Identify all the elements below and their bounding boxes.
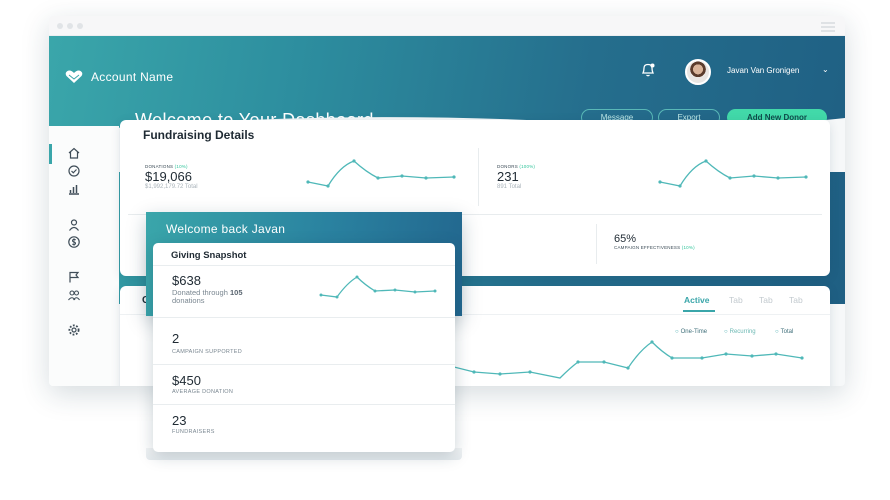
donations-block: DONATIONS (10%) $19,066 $1,992,179.72 To…	[145, 164, 198, 190]
gear-icon[interactable]	[67, 323, 81, 337]
fundraisers-caption: FUNDRAISERS	[172, 429, 215, 435]
legend-total: ○ Total	[775, 329, 794, 335]
home-icon[interactable]	[67, 146, 81, 160]
donors-change: (100%)	[519, 164, 536, 169]
menu-icon[interactable]	[821, 22, 835, 34]
tab-2[interactable]: Tab	[729, 295, 743, 305]
tab-underline	[683, 310, 715, 312]
donors-block: DONORS (100%) 231 891 Total	[497, 164, 535, 190]
brand[interactable]: Account Name	[65, 70, 173, 84]
donations-change: (10%)	[174, 164, 188, 169]
divider	[153, 364, 455, 365]
panel-title: Welcome back Javan	[166, 222, 286, 236]
card-title: Fundraising Details	[143, 128, 255, 142]
flag-icon[interactable]	[67, 270, 81, 284]
donations-total: $1,992,179.72 Total	[145, 184, 198, 190]
donations-value: $19,066	[145, 169, 192, 184]
card-title: C	[142, 295, 149, 306]
welcome-back-panel: Welcome back Javan Giving Snapshot $638 …	[146, 212, 462, 460]
tab-3[interactable]: Tab	[759, 295, 773, 305]
account-name: Account Name	[91, 70, 174, 84]
divider	[128, 214, 822, 215]
user-name[interactable]: Javan Van Gronigen	[727, 66, 800, 75]
bar-chart-icon[interactable]	[67, 182, 81, 196]
bell-icon[interactable]	[640, 62, 656, 78]
donors-value: 231	[497, 169, 519, 184]
fundraisers-value: 23	[172, 413, 187, 428]
sidebar	[49, 126, 119, 386]
divider	[153, 317, 455, 318]
tab-active[interactable]: Active	[684, 295, 710, 305]
divider	[596, 224, 597, 264]
effectiveness-label: CAMPAIGN EFFECTIVENESS	[614, 245, 681, 250]
giving-sparkline	[319, 275, 437, 299]
browser-chrome	[49, 16, 845, 36]
campaigns-supported-caption: CAMPAIGN SUPPORTED	[172, 349, 242, 355]
donated-amount: $638	[172, 273, 201, 288]
legend-dot-icon: ○	[675, 329, 679, 335]
divider	[153, 265, 455, 266]
average-donation-value: $450	[172, 373, 201, 388]
donors-sparkline	[658, 159, 808, 188]
sidebar-active-indicator	[49, 144, 52, 164]
avatar[interactable]	[685, 59, 711, 85]
users-icon[interactable]	[67, 288, 81, 302]
campaigns-supported-value: 2	[172, 331, 180, 346]
user-icon[interactable]	[67, 218, 81, 232]
campaign-line-chart	[450, 340, 804, 379]
check-circle-icon[interactable]	[67, 164, 81, 178]
chevron-down-icon[interactable]: ⌄	[822, 65, 829, 74]
legend-dot-icon: ○	[775, 329, 779, 335]
effectiveness-block: 65% CAMPAIGN EFFECTIVENESS (10%)	[614, 233, 695, 250]
divider	[153, 404, 455, 405]
average-donation-caption: AVERAGE DONATION	[172, 389, 234, 395]
legend-one-time: ○ One-Time	[675, 329, 708, 335]
effectiveness-change: (10%)	[681, 245, 695, 250]
donated-description: Donated through 105 donations	[172, 288, 243, 305]
dollar-icon[interactable]	[67, 235, 81, 249]
donations-sparkline	[306, 159, 456, 188]
heart-logo-icon	[65, 70, 83, 83]
donors-total: 891 Total	[497, 184, 522, 190]
giving-snapshot-card: Giving Snapshot $638 Donated through 105…	[153, 243, 455, 452]
window-dots	[57, 23, 83, 29]
divider	[120, 314, 830, 315]
snapshot-title: Giving Snapshot	[171, 250, 247, 261]
legend-recurring: ○ Recurring	[724, 329, 756, 335]
legend-dot-icon: ○	[724, 329, 728, 335]
tab-4[interactable]: Tab	[789, 295, 803, 305]
donations-label: DONATIONS	[145, 164, 174, 169]
effectiveness-value: 65%	[614, 233, 637, 245]
donors-label: DONORS	[497, 164, 518, 169]
divider	[478, 148, 479, 206]
